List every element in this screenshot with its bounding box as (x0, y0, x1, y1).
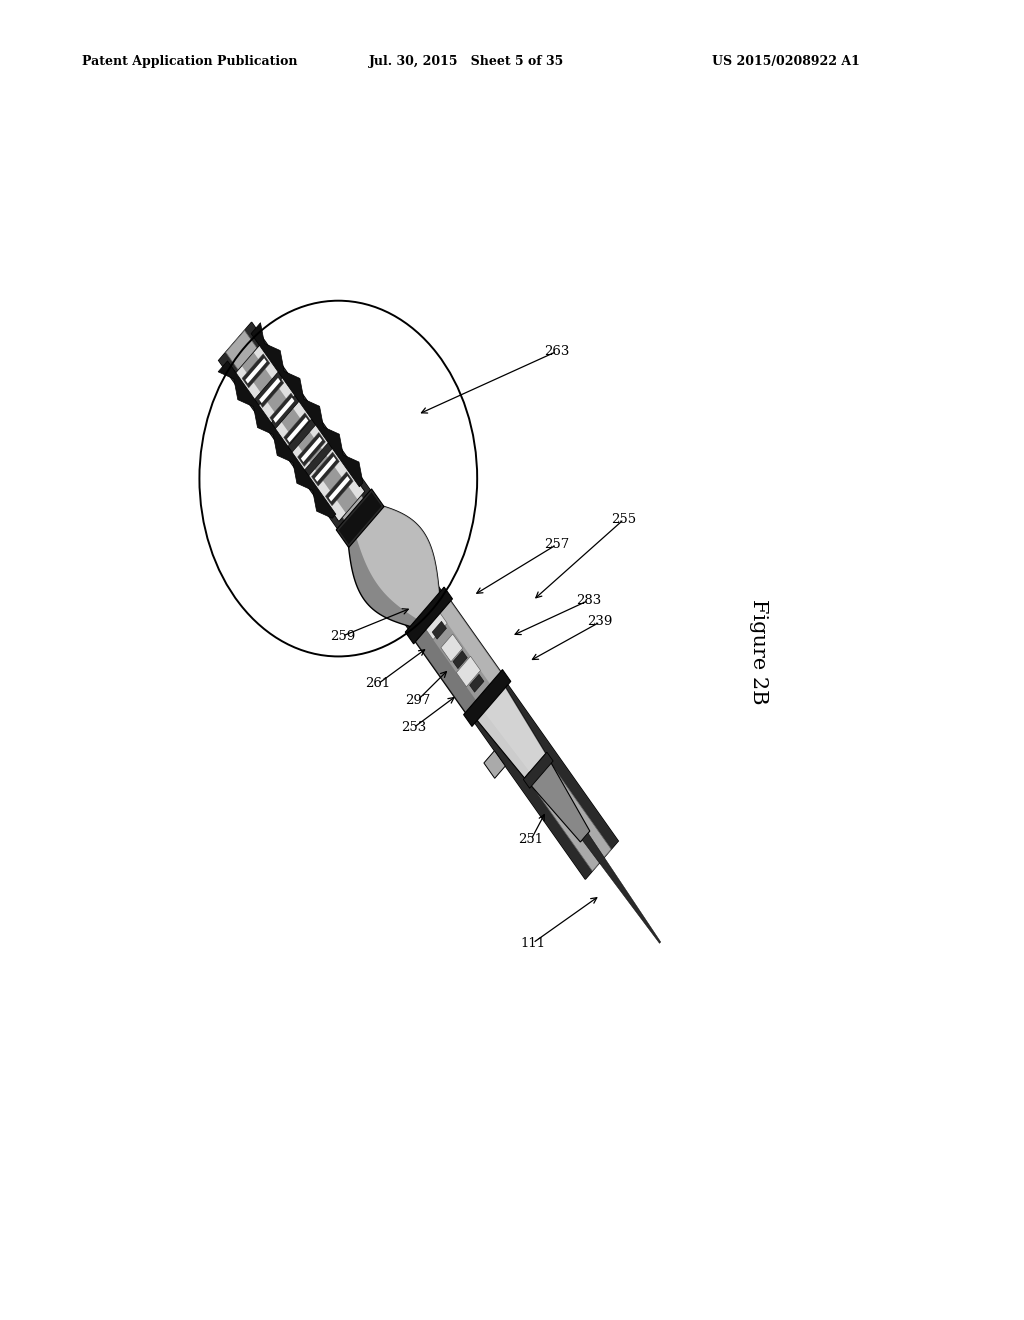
Text: 261: 261 (366, 677, 390, 690)
Polygon shape (484, 751, 505, 779)
Polygon shape (470, 678, 546, 777)
Polygon shape (464, 669, 511, 726)
Polygon shape (406, 587, 453, 644)
Polygon shape (269, 393, 298, 428)
Polygon shape (478, 678, 546, 772)
Polygon shape (242, 354, 270, 388)
Polygon shape (242, 352, 357, 513)
Polygon shape (441, 634, 463, 661)
Polygon shape (314, 457, 336, 482)
Text: 283: 283 (575, 594, 601, 607)
Polygon shape (524, 754, 590, 842)
Polygon shape (523, 752, 553, 788)
Polygon shape (329, 477, 350, 502)
Polygon shape (234, 345, 365, 521)
Polygon shape (453, 651, 467, 669)
Polygon shape (225, 330, 611, 871)
Text: 297: 297 (404, 693, 430, 706)
Text: Jul. 30, 2015   Sheet 5 of 35: Jul. 30, 2015 Sheet 5 of 35 (369, 55, 564, 69)
Polygon shape (256, 374, 284, 408)
Polygon shape (420, 593, 503, 704)
Polygon shape (339, 492, 382, 544)
Text: 251: 251 (518, 833, 544, 846)
Polygon shape (336, 488, 384, 548)
Text: 239: 239 (588, 615, 613, 628)
Polygon shape (347, 503, 439, 627)
Polygon shape (470, 675, 484, 692)
Polygon shape (270, 395, 300, 430)
Text: 253: 253 (401, 721, 426, 734)
Polygon shape (219, 329, 612, 879)
Polygon shape (251, 322, 362, 487)
Polygon shape (303, 441, 334, 478)
Polygon shape (287, 417, 316, 454)
Text: 257: 257 (544, 539, 569, 552)
Text: 263: 263 (544, 345, 569, 358)
Polygon shape (284, 413, 311, 446)
Polygon shape (311, 451, 339, 486)
Polygon shape (457, 656, 480, 686)
Text: Figure 2B: Figure 2B (750, 598, 768, 704)
Polygon shape (273, 397, 295, 422)
Text: US 2015/0208922 A1: US 2015/0208922 A1 (712, 55, 859, 69)
Text: 111: 111 (520, 937, 546, 949)
Polygon shape (218, 360, 336, 519)
Polygon shape (423, 609, 447, 640)
Polygon shape (259, 378, 281, 403)
Polygon shape (246, 358, 266, 384)
Text: 255: 255 (611, 512, 637, 525)
Polygon shape (326, 471, 353, 506)
Text: Patent Application Publication: Patent Application Publication (82, 55, 297, 69)
Text: 259: 259 (330, 630, 355, 643)
Polygon shape (224, 322, 618, 873)
Polygon shape (353, 503, 439, 620)
Polygon shape (219, 322, 618, 879)
Polygon shape (410, 605, 493, 715)
Polygon shape (287, 417, 308, 442)
Polygon shape (432, 622, 446, 639)
Polygon shape (298, 433, 326, 466)
Polygon shape (301, 437, 323, 462)
Polygon shape (583, 833, 660, 944)
Polygon shape (410, 593, 503, 715)
Polygon shape (254, 371, 284, 407)
